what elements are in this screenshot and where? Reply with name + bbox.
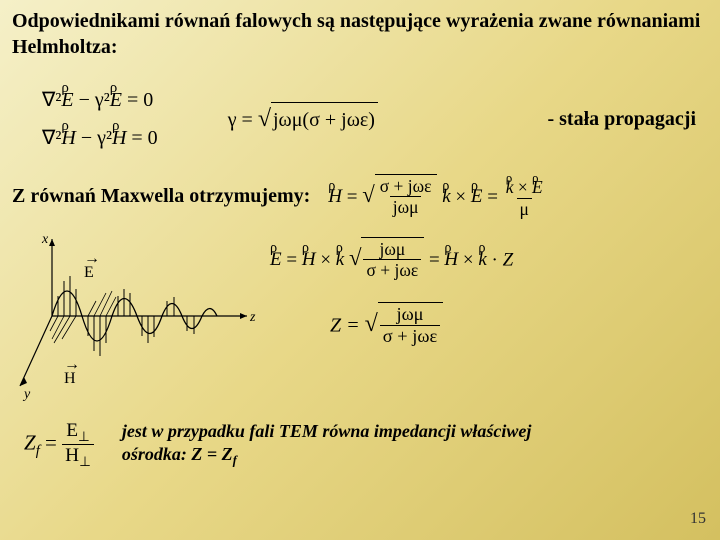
wave-figure: x y z → (12, 231, 262, 406)
helmholtz-equations: ∇²ρE − γ²ρE = 0 ∇²ρH − γ²ρH = 0 (42, 78, 158, 160)
maxwell-label: Z równań Maxwella otrzymujemy: (12, 185, 310, 208)
footer-note: jest w przypadku fali TEM równa impedanc… (122, 420, 582, 469)
axis-y-label: y (22, 387, 31, 401)
maxwell-row: Z równań Maxwella otrzymujemy: ρH = √σ +… (12, 174, 708, 219)
vec-H: ρH (61, 122, 75, 154)
E-label: E (84, 264, 94, 281)
nabla2-2: ∇² (42, 127, 61, 149)
gamma-equation: γ = √jωμ(σ + jωε) (228, 100, 378, 138)
vec-E: ρE (61, 84, 73, 116)
nabla2: ∇² (42, 89, 61, 111)
E-equation: ρE = ρH × ρk √jωμσ + jωε = ρH × ρk · Z (270, 237, 708, 280)
axis-z-label: z (249, 310, 256, 325)
heading: Odpowiednikami równań falowych są następ… (12, 8, 708, 60)
page-number: 15 (690, 510, 706, 528)
helmholtz-row: ∇²ρE − γ²ρE = 0 ∇²ρH − γ²ρH = 0 γ = √jωμ… (12, 78, 708, 160)
axis-x-label: x (41, 232, 49, 247)
propagation-label: - stała propagacji (547, 108, 708, 131)
Z-equation: Z = √jωμσ + jωε (330, 302, 708, 347)
Zf-equation: Zf = E⊥H⊥ (24, 420, 94, 470)
maxwell-H-equation: ρH = √σ + jωεjωμ ρk × ρE = ρk × ρEμ (328, 174, 545, 219)
H-label: H (64, 370, 76, 387)
